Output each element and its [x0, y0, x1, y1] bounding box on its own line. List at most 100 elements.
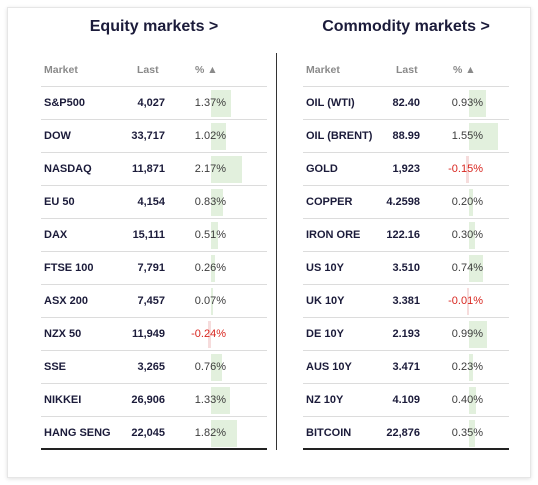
pct-change: 0.93%: [451, 97, 483, 109]
market-name[interactable]: NZ 10Y: [306, 394, 344, 406]
pct-change-bar: [211, 354, 223, 381]
pct-change: 0.20%: [451, 196, 483, 208]
header-last[interactable]: Last: [396, 64, 418, 76]
pct-change-bar: [211, 90, 231, 117]
table-row[interactable]: DAX 15,111 0.51%: [41, 219, 267, 252]
table-row[interactable]: NASDAQ 11,871 2.17%: [41, 153, 267, 186]
market-name[interactable]: S&P500: [44, 97, 85, 109]
pct-change: 0.26%: [194, 262, 226, 274]
market-name[interactable]: SSE: [44, 361, 67, 373]
last-price: 122.16: [386, 229, 420, 241]
table-row[interactable]: BITCOIN 22,876 0.35%: [303, 417, 509, 450]
table-row[interactable]: ASX 200 7,457 0.07%: [41, 285, 267, 318]
table-row[interactable]: GOLD 1,923 -0.15%: [303, 153, 509, 186]
table-row[interactable]: S&P500 4,027 1.37%: [41, 87, 267, 120]
pct-change-bar: [469, 321, 488, 348]
markets-card: Equity markets > Market Last % ▲ S&P500 4…: [7, 7, 531, 478]
pct-change-bar: [469, 354, 474, 381]
pct-change: 1.55%: [451, 130, 483, 142]
market-name[interactable]: EU 50: [44, 196, 75, 208]
market-name[interactable]: ASX 200: [44, 295, 89, 307]
table-row[interactable]: UK 10Y 3.381 -0.01%: [303, 285, 509, 318]
market-name[interactable]: NZX 50: [44, 328, 82, 340]
table-row[interactable]: NZX 50 11,949 -0.24%: [41, 318, 267, 351]
last-price: 88.99: [392, 130, 420, 142]
last-price: 1,923: [392, 163, 420, 175]
table-row[interactable]: EU 50 4,154 0.83%: [41, 186, 267, 219]
table-row[interactable]: OIL (WTI) 82.40 0.93%: [303, 87, 509, 120]
last-price: 11,949: [131, 328, 165, 340]
market-name[interactable]: NIKKEI: [44, 394, 82, 406]
table-row[interactable]: DOW 33,717 1.02%: [41, 120, 267, 153]
header-market[interactable]: Market: [44, 64, 78, 76]
last-price: 22,045: [131, 427, 165, 439]
last-price: 7,457: [137, 295, 165, 307]
equity-markets-link[interactable]: Equity markets >: [89, 18, 219, 35]
pct-change-bar: [467, 288, 469, 315]
pct-change: 0.23%: [451, 361, 483, 373]
pct-change-bar: [211, 222, 219, 249]
header-market[interactable]: Market: [306, 64, 340, 76]
pct-change-bar: [211, 123, 226, 150]
table-row[interactable]: NZ 10Y 4.109 0.40%: [303, 384, 509, 417]
pct-change-bar: [211, 255, 215, 282]
table-row[interactable]: DE 10Y 2.193 0.99%: [303, 318, 509, 351]
last-price: 2.193: [392, 328, 420, 340]
pct-change: 0.76%: [194, 361, 226, 373]
commodity-table-body: OIL (WTI) 82.40 0.93% OIL (BRENT) 88.99 1.55%…: [303, 87, 509, 450]
header-pct-sort[interactable]: % ▲: [453, 64, 476, 76]
pct-change-bar: [469, 90, 487, 117]
commodity-markets-link[interactable]: Commodity markets >: [322, 18, 490, 35]
pct-change: -0.24%: [191, 328, 226, 340]
table-row[interactable]: COPPER 4.2598 0.20%: [303, 186, 509, 219]
table-row[interactable]: IRON ORE 122.16 0.30%: [303, 219, 509, 252]
market-name[interactable]: AUS 10Y: [306, 361, 352, 373]
table-row[interactable]: HANG SENG 22,045 1.82%: [41, 417, 267, 450]
pct-change: 1.82%: [194, 427, 226, 439]
pct-change-bar: [469, 387, 477, 414]
market-name[interactable]: GOLD: [306, 163, 338, 175]
market-name[interactable]: DOW: [44, 130, 71, 142]
table-row[interactable]: OIL (BRENT) 88.99 1.55%: [303, 120, 509, 153]
header-pct-sort[interactable]: % ▲: [195, 64, 218, 76]
market-name[interactable]: US 10Y: [306, 262, 344, 274]
market-name[interactable]: DE 10Y: [306, 328, 344, 340]
market-name[interactable]: NASDAQ: [44, 163, 92, 175]
market-name[interactable]: BITCOIN: [306, 427, 352, 439]
table-row[interactable]: US 10Y 3.510 0.74%: [303, 252, 509, 285]
header-last[interactable]: Last: [137, 64, 159, 76]
market-name[interactable]: DAX: [44, 229, 68, 241]
pct-change-bar: [469, 420, 476, 447]
last-price: 11,871: [131, 163, 165, 175]
pct-change-bar: [469, 255, 483, 282]
pct-change: 0.51%: [194, 229, 226, 241]
market-name[interactable]: OIL (WTI): [306, 97, 355, 109]
table-row[interactable]: NIKKEI 26,906 1.33%: [41, 384, 267, 417]
pct-change: 1.37%: [194, 97, 226, 109]
last-price: 4.2598: [386, 196, 420, 208]
pct-change: -0.01%: [448, 295, 483, 307]
market-name[interactable]: COPPER: [306, 196, 353, 208]
last-price: 4.109: [392, 394, 420, 406]
market-name[interactable]: FTSE 100: [44, 262, 94, 274]
last-price: 3.471: [392, 361, 420, 373]
pct-change: 0.99%: [451, 328, 483, 340]
table-row[interactable]: SSE 3,265 0.76%: [41, 351, 267, 384]
table-row[interactable]: AUS 10Y 3.471 0.23%: [303, 351, 509, 384]
market-name[interactable]: HANG SENG: [44, 427, 111, 439]
pct-change: 0.07%: [194, 295, 226, 307]
panel-divider: [276, 53, 277, 450]
last-price: 82.40: [392, 97, 420, 109]
pct-change: 1.02%: [194, 130, 226, 142]
market-name[interactable]: OIL (BRENT): [306, 130, 373, 142]
last-price: 26,906: [131, 394, 165, 406]
pct-change: 0.74%: [451, 262, 483, 274]
last-price: 15,111: [132, 229, 165, 241]
last-price: 3.510: [392, 262, 420, 274]
market-name[interactable]: UK 10Y: [306, 295, 345, 307]
table-row[interactable]: FTSE 100 7,791 0.26%: [41, 252, 267, 285]
pct-change-bar: [211, 288, 213, 315]
last-price: 4,154: [137, 196, 165, 208]
market-name[interactable]: IRON ORE: [306, 229, 361, 241]
pct-change-bar: [211, 420, 238, 447]
